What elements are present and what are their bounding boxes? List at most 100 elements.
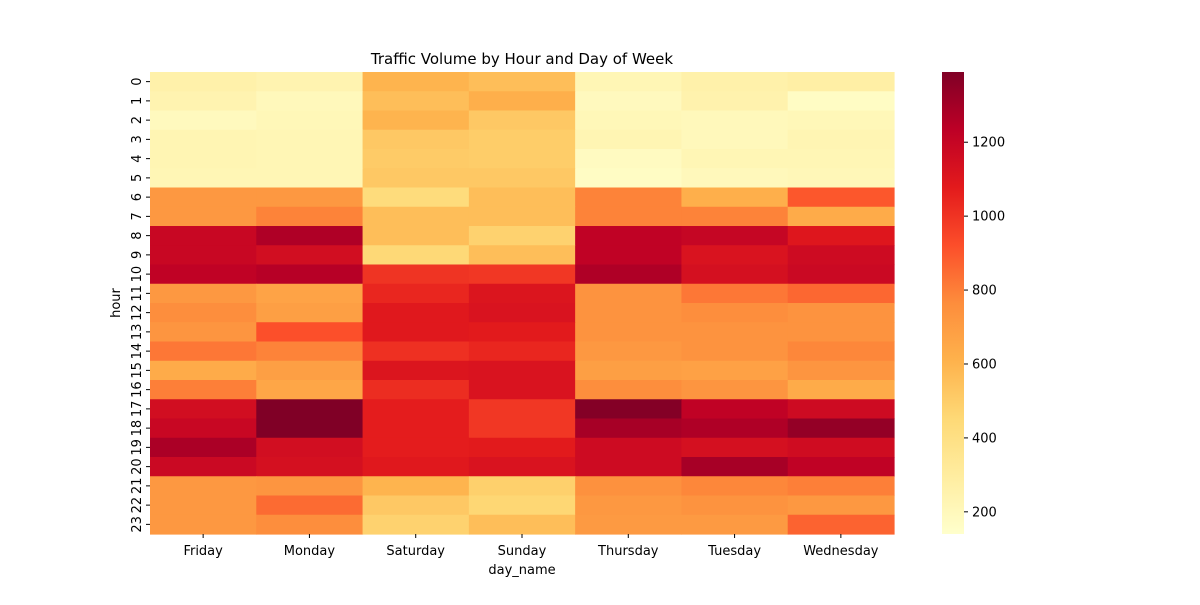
heatmap-cell [575, 206, 683, 227]
heatmap-cell [468, 168, 576, 189]
heatmap-cell [681, 495, 789, 516]
heatmap-cell [362, 360, 470, 381]
heatmap-cell [575, 437, 683, 458]
heatmap-cells [150, 72, 895, 535]
heatmap-cell [256, 168, 364, 189]
heatmap-cell [468, 245, 576, 266]
y-tick-label: 2 [130, 116, 145, 124]
y-tick-label: 23 [130, 516, 145, 533]
colorbar-tick-label: 600 [972, 357, 997, 372]
heatmap-cell [575, 476, 683, 497]
heatmap-cell [575, 514, 683, 535]
heatmap-cell [150, 187, 257, 208]
heatmap-cell [787, 380, 895, 400]
x-tick-label: Saturday [386, 544, 445, 559]
heatmap-cell [150, 168, 257, 189]
heatmap-cell [681, 129, 789, 150]
heatmap-cell [150, 283, 257, 304]
heatmap-cell [362, 380, 470, 400]
heatmap-cell [681, 264, 789, 285]
heatmap-cell [150, 399, 257, 420]
heatmap-cell [362, 514, 470, 535]
heatmap-cell [787, 514, 895, 535]
heatmap-cell [256, 245, 364, 266]
heatmap-cell [787, 206, 895, 227]
heatmap-cell [575, 129, 683, 150]
y-tick-label: 1 [130, 97, 145, 105]
heatmap-cell [681, 168, 789, 189]
heatmap-cell [256, 206, 364, 227]
heatmap-cell [150, 245, 257, 266]
heatmap-cell [256, 110, 364, 131]
heatmap-cell [256, 399, 364, 420]
heatmap-cell [681, 514, 789, 535]
x-tick-label: Thursday [597, 544, 659, 559]
heatmap-cell [468, 514, 576, 535]
heatmap-cell [150, 322, 257, 343]
x-tick-label: Friday [183, 544, 223, 559]
heatmap-cell [150, 360, 257, 381]
heatmap-cell [681, 245, 789, 266]
heatmap-cell [150, 226, 257, 246]
y-tick-label: 15 [130, 362, 145, 379]
heatmap-cell [256, 72, 364, 92]
heatmap-cell [681, 110, 789, 131]
y-tick-label: 12 [130, 304, 145, 321]
heatmap-cell [575, 418, 683, 439]
heatmap-cell [787, 226, 895, 246]
y-tick-label: 11 [130, 285, 145, 302]
y-tick-label: 21 [130, 478, 145, 495]
heatmap-cell [256, 380, 364, 400]
heatmap-cell [681, 303, 789, 323]
heatmap-cell [681, 72, 789, 92]
heatmap-cell [575, 72, 683, 92]
heatmap-cell [787, 149, 895, 169]
heatmap-cell [468, 322, 576, 343]
heatmap-cell [256, 264, 364, 285]
heatmap-cell [468, 418, 576, 439]
colorbar-tick-label: 1200 [972, 136, 1005, 151]
heatmap-cell [362, 72, 470, 92]
heatmap-cell [362, 476, 470, 497]
heatmap-cell [256, 514, 364, 535]
heatmap-cell [681, 380, 789, 400]
heatmap-cell [681, 149, 789, 169]
heatmap-cell [362, 322, 470, 343]
heatmap-cell [362, 226, 470, 246]
heatmap-cell [362, 495, 470, 516]
heatmap-cell [362, 187, 470, 208]
heatmap-cell [681, 187, 789, 208]
heatmap-cell [575, 283, 683, 304]
y-tick-label: 7 [130, 212, 145, 220]
heatmap-cell [150, 264, 257, 285]
heatmap-cell [787, 476, 895, 497]
heatmap-cell [468, 91, 576, 112]
heatmap-cell [468, 226, 576, 246]
heatmap-cell [468, 129, 576, 150]
heatmap-cell [575, 495, 683, 516]
heatmap-cell [681, 399, 789, 420]
x-axis-label: day_name [488, 563, 555, 578]
heatmap-cell [468, 495, 576, 516]
y-tick-label: 10 [130, 266, 145, 283]
heatmap-cell [468, 206, 576, 227]
heatmap-cell [787, 360, 895, 381]
heatmap-cell [575, 341, 683, 362]
heatmap-cell [575, 245, 683, 266]
heatmap-cell [150, 341, 257, 362]
heatmap-cell [256, 283, 364, 304]
heatmap-cell [362, 91, 470, 112]
heatmap-cell [575, 91, 683, 112]
heatmap-cell [468, 399, 576, 420]
heatmap-cell [362, 245, 470, 266]
heatmap-cell [575, 360, 683, 381]
heatmap-cell [787, 303, 895, 323]
heatmap-cell [681, 476, 789, 497]
heatmap-cell [787, 399, 895, 420]
colorbar-tick-label: 400 [972, 431, 997, 446]
heatmap-cell [468, 341, 576, 362]
heatmap-cell [787, 187, 895, 208]
